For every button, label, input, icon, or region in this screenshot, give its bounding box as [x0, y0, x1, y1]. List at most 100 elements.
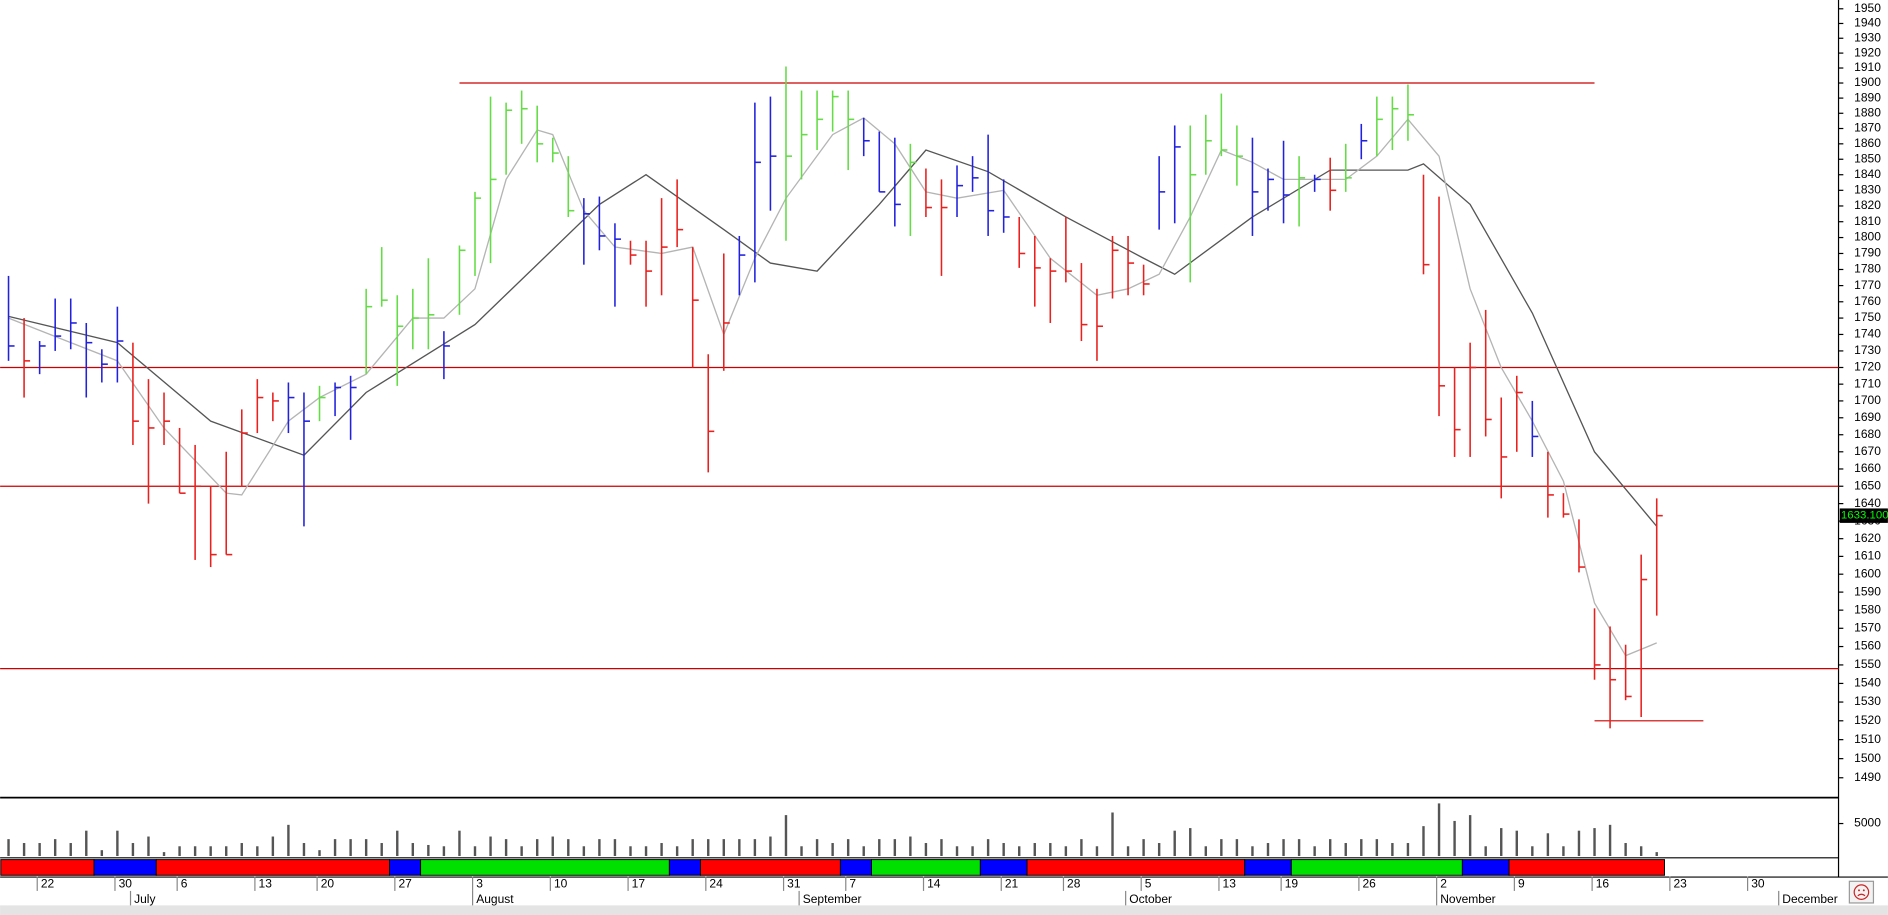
trend-segment [1244, 859, 1292, 876]
volume-bar [1235, 839, 1239, 857]
volume-bar [535, 839, 539, 857]
volume-bar [1282, 839, 1285, 857]
y-tick-label: 1530 [1854, 694, 1881, 708]
volume-bar [971, 846, 974, 857]
volume-bar [364, 839, 368, 857]
x-tick-label: 23 [1673, 876, 1687, 890]
volume-bar [722, 839, 725, 857]
volume-bar [893, 839, 897, 857]
trend-segment [1508, 859, 1665, 876]
y-tick-label: 1780 [1854, 262, 1881, 276]
volume-bar [924, 843, 928, 857]
volume-bar [1391, 843, 1394, 857]
volume-bar [1639, 846, 1643, 857]
x-tick-label: 13 [1223, 876, 1237, 890]
volume-bar [271, 836, 275, 857]
y-tick-label: 1520 [1854, 713, 1881, 727]
volume-bar [1562, 846, 1565, 857]
scroll-strip [0, 905, 1888, 915]
volume-bar [644, 846, 648, 857]
volume-bar [1546, 833, 1550, 857]
y-tick-label: 1900 [1854, 75, 1881, 89]
trend-segment [979, 859, 1028, 876]
volume-bar [38, 843, 41, 857]
volume-bar [1422, 826, 1425, 857]
volume-bar [1515, 830, 1518, 857]
month-label: July [134, 892, 155, 906]
trend-segment [871, 859, 981, 876]
y-tick-label: 1760 [1854, 294, 1881, 308]
volume-bar [1080, 839, 1083, 857]
volume-bar [660, 843, 663, 857]
volume-bar [815, 839, 819, 857]
x-tick-label: 30 [1751, 876, 1765, 890]
volume-bar [489, 836, 492, 857]
volume-bar [116, 830, 119, 857]
volume-bar [349, 839, 352, 857]
y-tick-label: 1660 [1854, 461, 1881, 475]
y-tick-label: 1890 [1854, 90, 1881, 104]
y-tick-label: 1510 [1854, 732, 1881, 746]
volume-bar [1033, 843, 1036, 857]
volume-bar [1344, 843, 1347, 857]
x-tick-label: 9 [1518, 876, 1525, 890]
x-tick-label: 30 [119, 876, 133, 890]
y-tick-label: 1820 [1854, 198, 1881, 212]
volume-bar [753, 839, 757, 857]
volume-bar [1453, 820, 1456, 857]
volume-bar [209, 846, 212, 857]
volume-bar [1577, 830, 1581, 857]
y-tick-label: 1750 [1854, 310, 1881, 324]
y-tick-label: 1730 [1854, 343, 1881, 357]
trend-segment [0, 859, 95, 876]
volume-bar [520, 846, 523, 857]
volume-bar [1375, 839, 1379, 857]
trend-segment [668, 859, 701, 876]
icon-eye [1862, 889, 1865, 892]
x-tick-label: 14 [927, 876, 941, 890]
volume-bar [1002, 843, 1005, 857]
volume-bar [878, 839, 881, 857]
y-tick-label: 1850 [1854, 151, 1881, 165]
status-icon[interactable] [1848, 880, 1875, 904]
icon-frame[interactable] [1848, 880, 1875, 904]
x-tick-label: 21 [1005, 876, 1019, 890]
volume-bar [7, 839, 10, 857]
y-tick-label: 1830 [1854, 182, 1881, 196]
volume-bar [225, 846, 228, 857]
volume-bar [396, 830, 399, 857]
x-tick-label: 31 [787, 876, 801, 890]
y-tick-label: 1880 [1854, 105, 1881, 119]
y-tick-label: 1710 [1854, 376, 1881, 390]
volume-bar [147, 836, 150, 857]
volume-bar [1437, 803, 1441, 857]
volume-bar [504, 839, 508, 857]
trend-segment [1026, 859, 1246, 876]
volume-bar [1297, 839, 1301, 857]
y-tick-label: 1640 [1854, 496, 1881, 510]
volume-bar [1468, 815, 1472, 857]
x-tick-label: 16 [1596, 876, 1610, 890]
y-tick-label: 1770 [1854, 278, 1881, 292]
volume-bar [986, 839, 990, 857]
volume-bar [675, 846, 679, 857]
volume-bar [333, 839, 337, 857]
trend-segment [420, 859, 670, 876]
y-tick-label: 1740 [1854, 327, 1881, 341]
x-tick-label: 19 [1285, 876, 1299, 890]
volume-bar [53, 839, 57, 857]
volume-bar [131, 843, 135, 857]
month-label: November [1440, 892, 1495, 906]
x-tick-label: 22 [41, 876, 55, 890]
y-tick-label: 1810 [1854, 214, 1881, 228]
x-tick-label: 26 [1362, 876, 1376, 890]
volume-bar [1142, 839, 1145, 857]
last-price-label: 1633.100 [1841, 510, 1888, 522]
volume-bar [1593, 828, 1596, 857]
volume-bar [831, 843, 834, 857]
volume-bar [567, 839, 570, 857]
volume-bar [1266, 843, 1270, 857]
y-tick-label: 1610 [1854, 549, 1881, 563]
